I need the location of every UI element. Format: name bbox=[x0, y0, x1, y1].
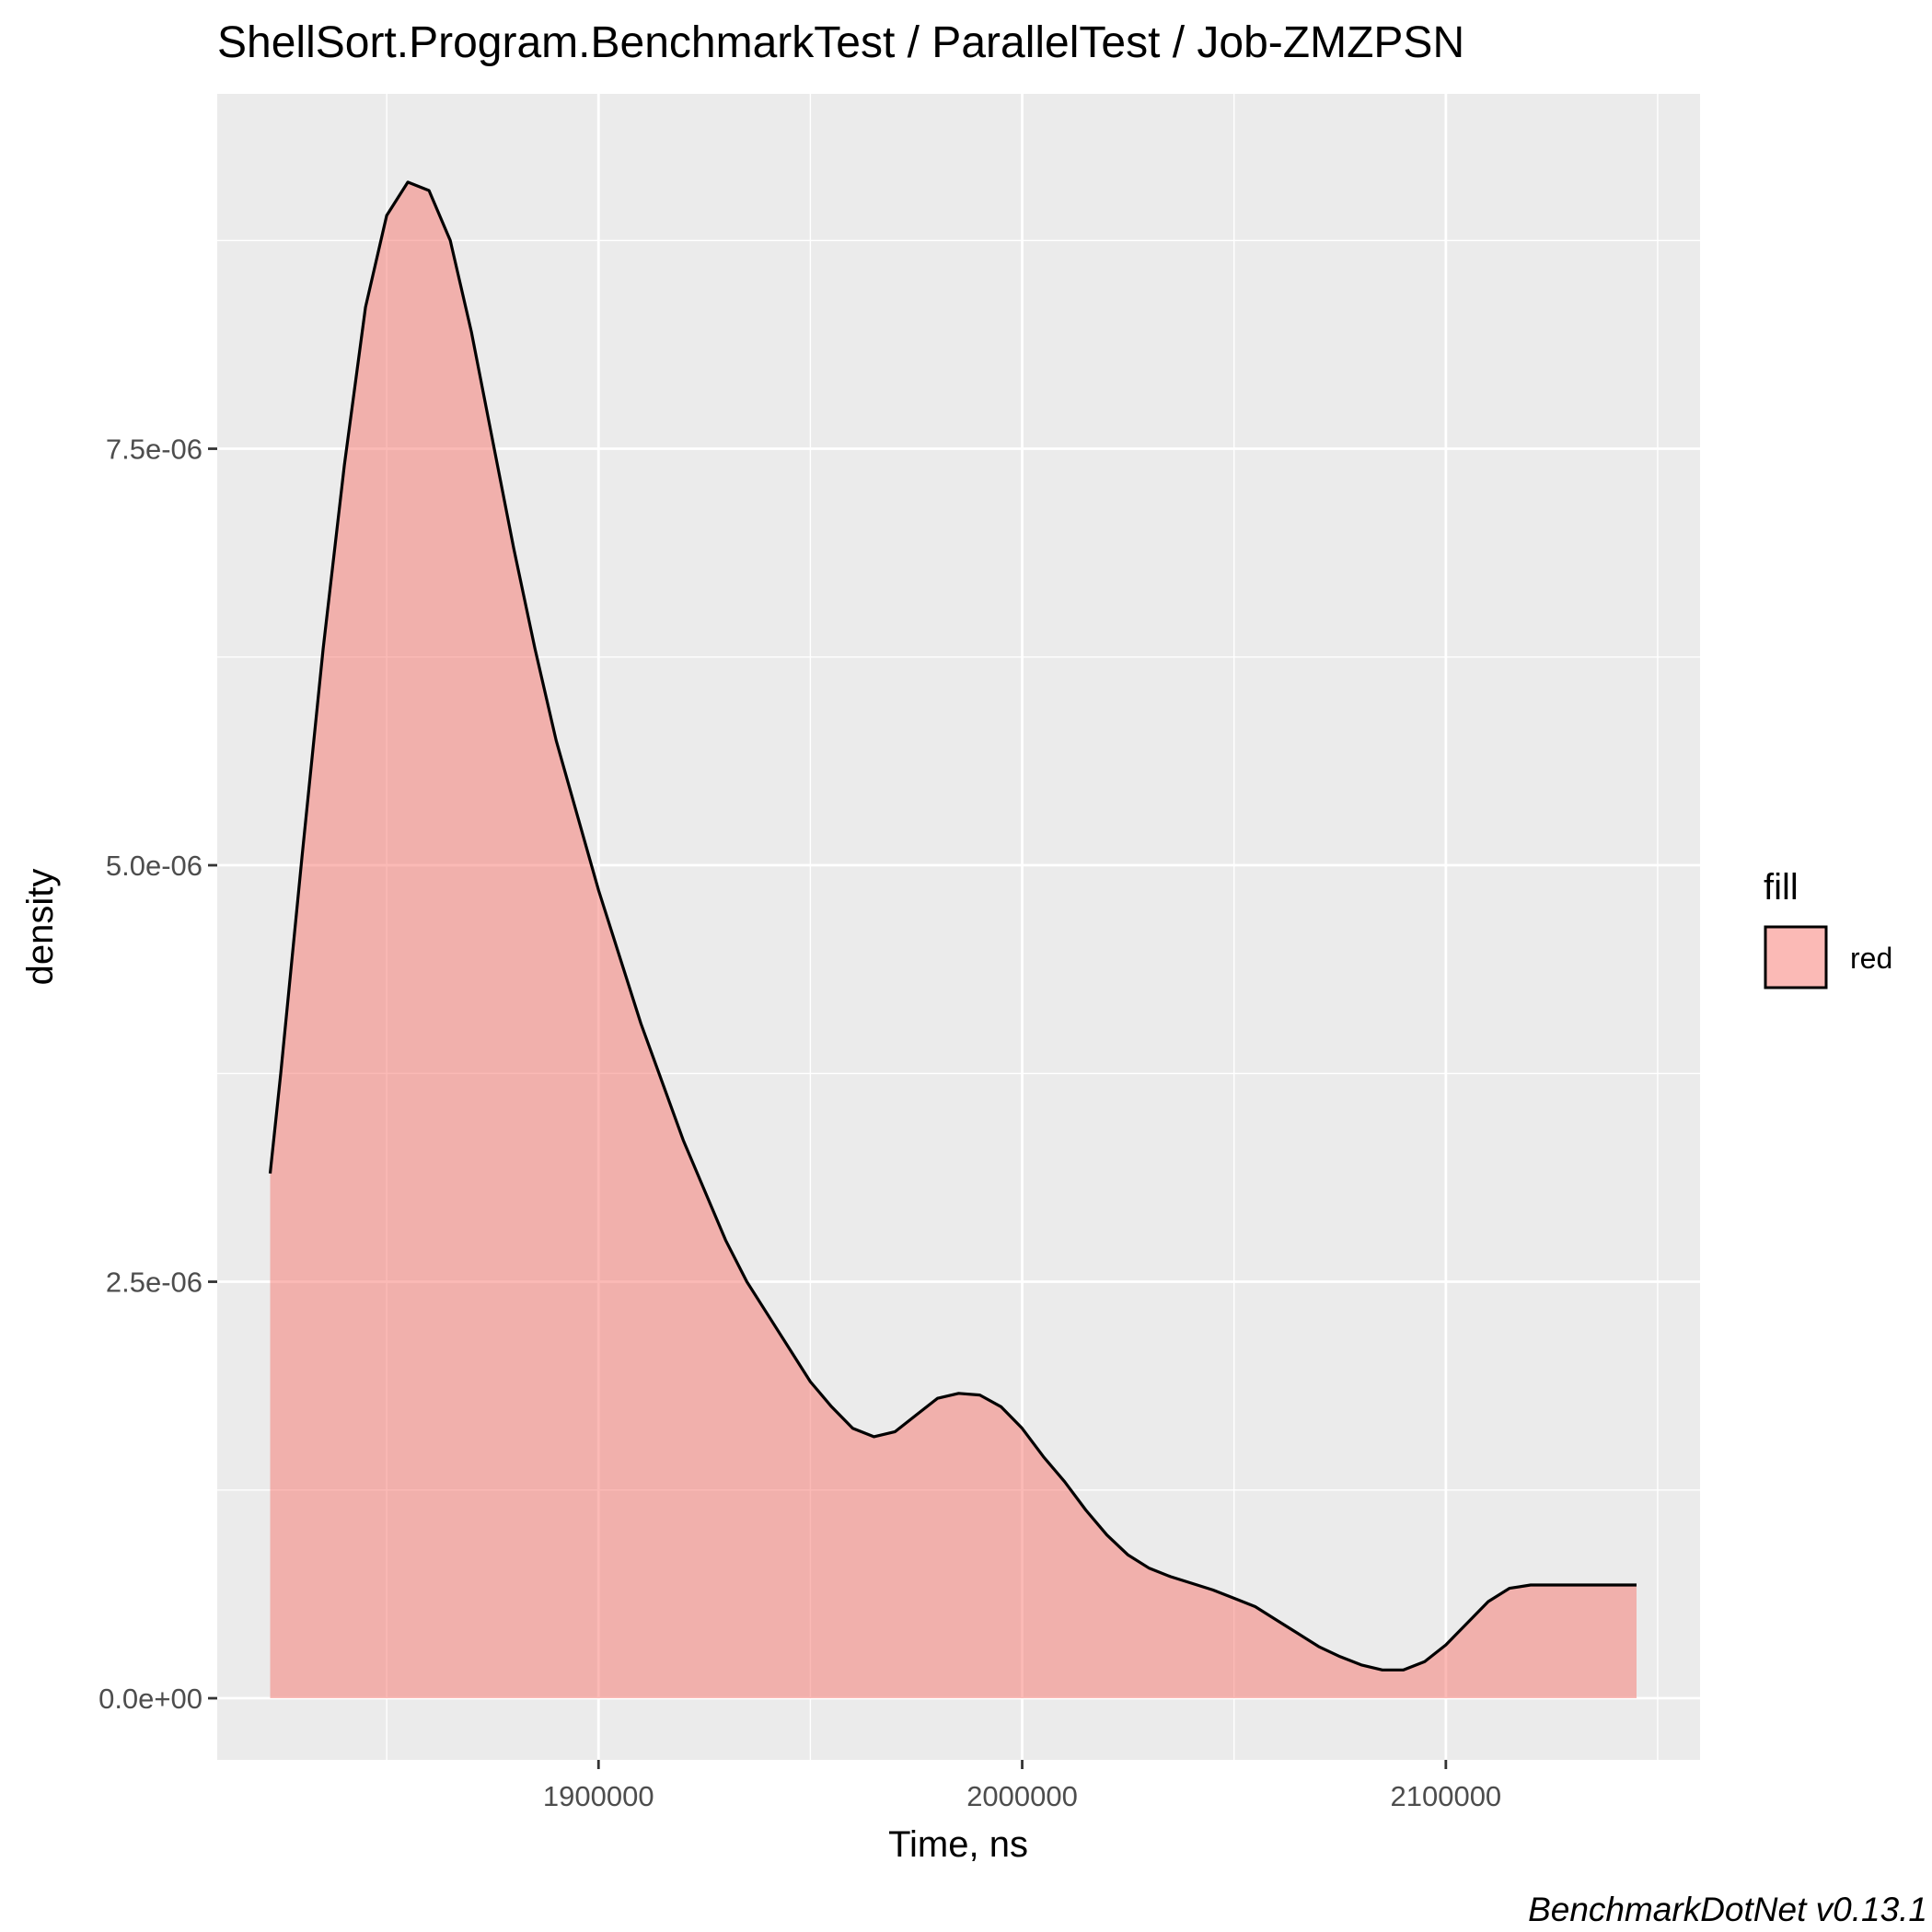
legend: fill red bbox=[1764, 867, 1892, 989]
density-area bbox=[270, 181, 1637, 1698]
x-tick-label: 2100000 bbox=[1390, 1780, 1501, 1812]
y-axis-title: density bbox=[20, 869, 61, 986]
y-axis: 0.0e+00 2.5e-06 5.0e-06 7.5e-06 bbox=[98, 434, 217, 1715]
y-tick-label: 5.0e-06 bbox=[106, 850, 202, 882]
density-series bbox=[268, 180, 1637, 1698]
x-axis-title: Time, ns bbox=[888, 1824, 1028, 1865]
density-line bbox=[268, 180, 1637, 1672]
x-tick-label: 1900000 bbox=[543, 1780, 654, 1812]
y-tick-label: 7.5e-06 bbox=[106, 434, 202, 466]
chart-caption: BenchmarkDotNet v0.13.1 bbox=[1528, 1891, 1927, 1928]
chart-title: ShellSort.Program.BenchmarkTest / Parall… bbox=[217, 18, 1464, 67]
y-tick-label: 0.0e+00 bbox=[98, 1683, 202, 1715]
legend-label-red: red bbox=[1850, 942, 1892, 975]
y-tick-label: 2.5e-06 bbox=[106, 1267, 202, 1299]
x-axis: 1900000 2000000 2100000 bbox=[543, 1760, 1501, 1812]
x-tick-label: 2000000 bbox=[966, 1780, 1078, 1812]
legend-key-red bbox=[1764, 925, 1828, 989]
legend-title: fill bbox=[1764, 867, 1799, 908]
